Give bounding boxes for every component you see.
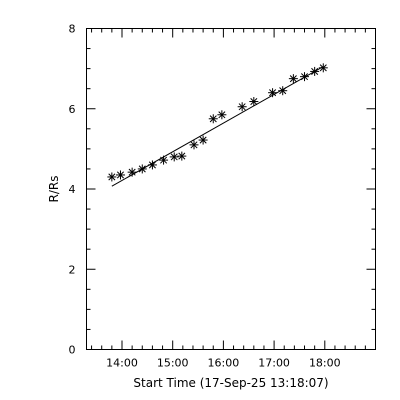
x-axis-title: Start Time (17-Sep-25 13:18:07)	[133, 376, 328, 390]
y-tick-label: 2	[69, 263, 76, 276]
y-tick-label: 0	[69, 344, 76, 357]
data-point	[217, 110, 227, 120]
y-axis-tick-labels: 0 2 4 6 8	[69, 23, 76, 357]
y-tick-label: 6	[69, 103, 76, 116]
data-point	[147, 160, 157, 170]
y-axis-ticks	[86, 28, 376, 350]
data-point	[268, 88, 278, 98]
data-point	[137, 164, 147, 174]
x-tick-label: 18:00	[309, 357, 341, 370]
x-tick-label: 14:00	[106, 357, 138, 370]
x-axis-ticks	[91, 28, 366, 350]
x-tick-label: 17:00	[258, 357, 290, 370]
data-point	[208, 114, 218, 124]
data-point	[288, 74, 298, 84]
data-point	[107, 172, 117, 182]
data-point	[127, 167, 137, 177]
data-markers	[107, 63, 328, 182]
data-point	[318, 63, 328, 73]
data-point	[169, 152, 179, 162]
y-axis-title: R/Rs	[47, 176, 61, 203]
fit-line	[111, 66, 324, 187]
y-tick-label: 8	[69, 23, 76, 36]
data-point	[310, 66, 320, 76]
data-point	[198, 135, 208, 145]
plot-frame	[86, 28, 376, 350]
data-point	[237, 102, 247, 112]
x-axis-tick-labels: 14:00 15:00 16:00 17:00 18:00	[106, 357, 341, 370]
data-point	[300, 72, 310, 82]
y-tick-label: 4	[69, 183, 76, 196]
data-point	[159, 155, 169, 165]
x-tick-label: 15:00	[157, 357, 189, 370]
data-point	[115, 170, 125, 180]
data-point	[278, 86, 288, 96]
data-point	[189, 140, 199, 150]
data-point	[177, 151, 187, 161]
x-tick-label: 16:00	[208, 357, 240, 370]
data-point	[249, 97, 259, 107]
